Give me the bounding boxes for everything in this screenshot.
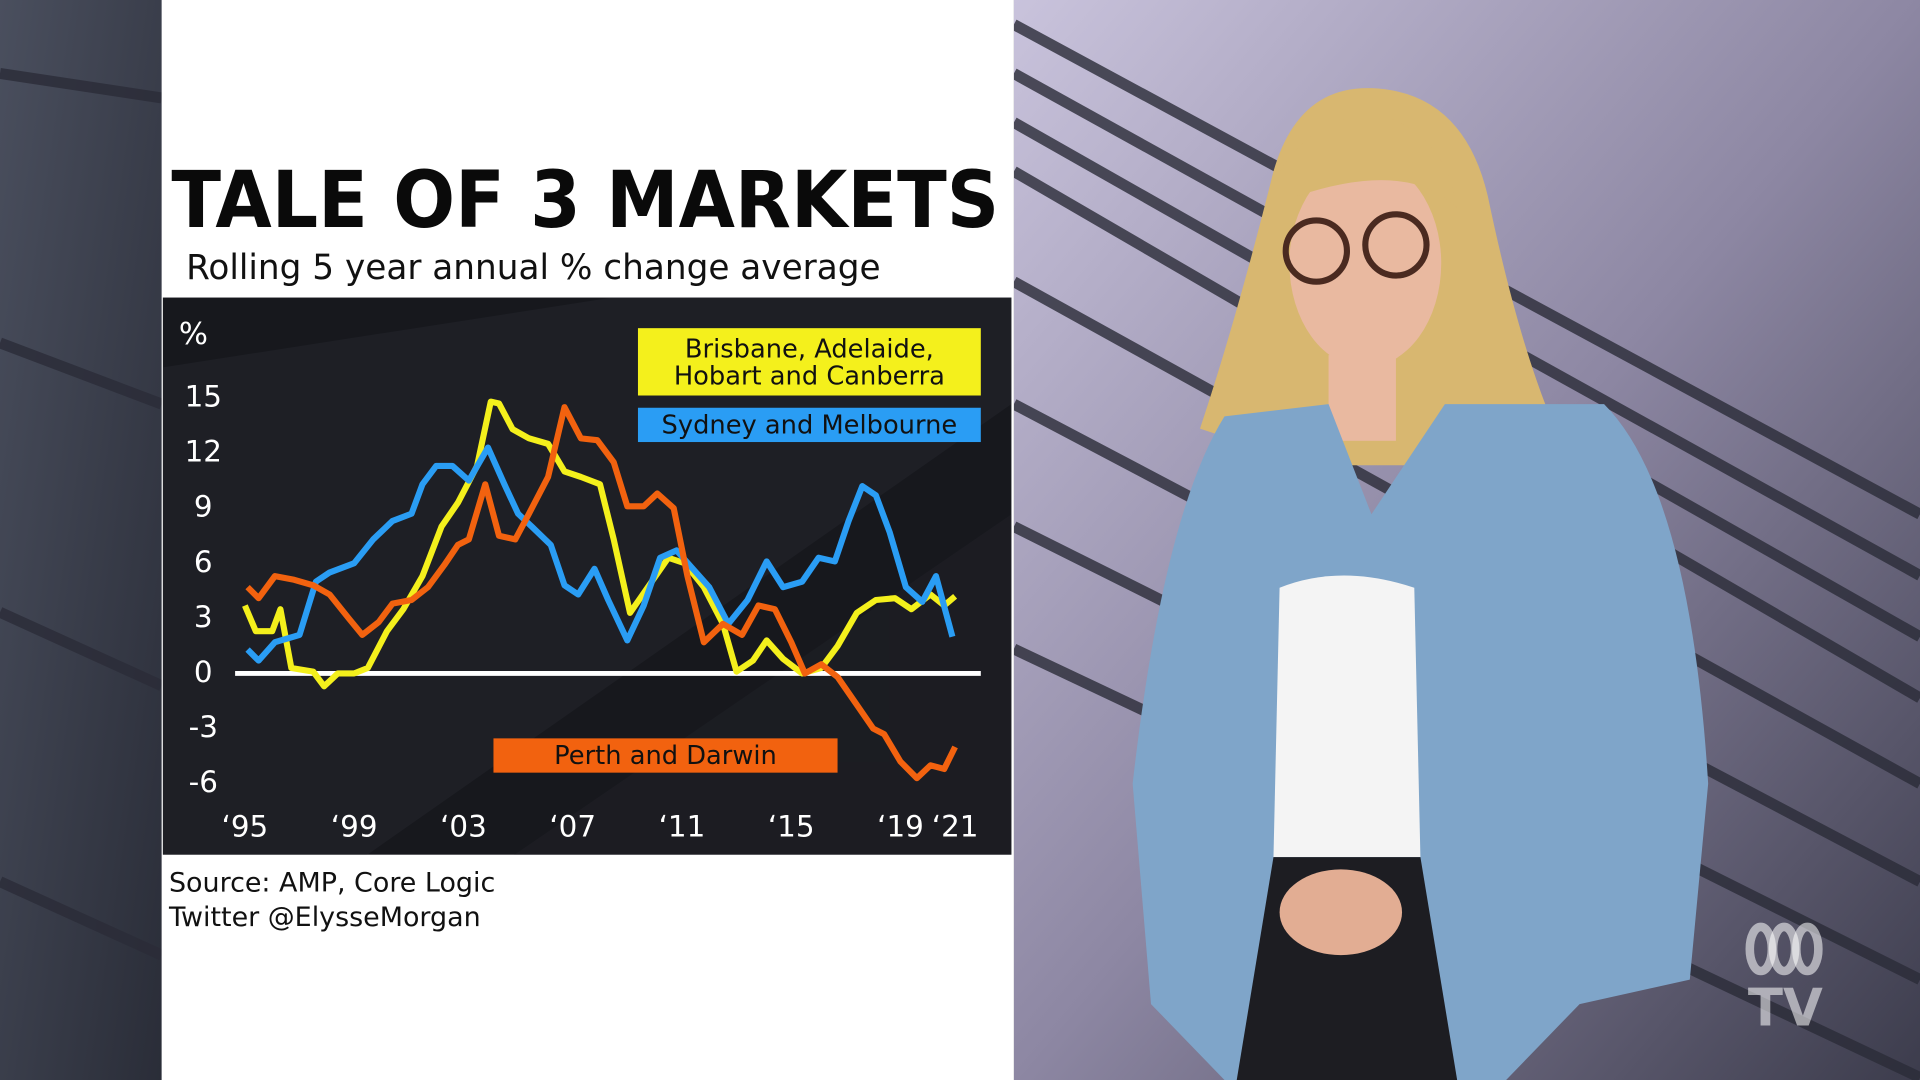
- x-tick-label: ‘15: [768, 809, 815, 843]
- channel-logo-text: TV: [1748, 978, 1823, 1038]
- y-tick-label: 15: [185, 379, 222, 413]
- presenter: [1132, 88, 1709, 1080]
- y-tick-label: 12: [185, 435, 222, 469]
- legend-text: Sydney and Melbourne: [661, 410, 958, 440]
- chart-title: TALE OF 3 MARKETS: [171, 155, 999, 246]
- x-tick-label: ‘21: [932, 809, 979, 843]
- y-tick-label: 0: [194, 655, 213, 689]
- y-tick-label: 6: [194, 545, 213, 579]
- x-tick-label: ‘99: [331, 809, 378, 843]
- x-tick-label: ‘07: [549, 809, 596, 843]
- chart-subtitle: Rolling 5 year annual % change average: [186, 248, 880, 288]
- series-line: [245, 404, 958, 782]
- y-tick-label: 3: [194, 600, 213, 634]
- legend-swatch: [637, 328, 981, 396]
- series-line: [245, 444, 956, 664]
- legend-label: Sydney and Melbourne: [661, 410, 958, 440]
- legend-swatch: [493, 738, 838, 773]
- channel-logo: [1745, 922, 1823, 976]
- x-tick-label: ‘19: [877, 809, 924, 843]
- series-line: [242, 398, 958, 690]
- legend-swatch: [637, 407, 981, 443]
- credit-note: Twitter @ElysseMorgan: [168, 902, 481, 933]
- x-tick-label: ‘03: [440, 809, 487, 843]
- legend-label: Brisbane, Adelaide, Hobart and Canberra: [673, 333, 945, 390]
- x-tick-label: ‘11: [659, 809, 706, 843]
- legend-label: Perth and Darwin: [554, 740, 777, 771]
- source-note: Source: AMP, Core Logic: [169, 868, 495, 899]
- y-axis-label: %: [179, 317, 208, 352]
- x-tick-label: ‘95: [222, 809, 269, 843]
- y-tick-label: 9: [194, 490, 213, 524]
- y-tick-label: -6: [189, 765, 218, 799]
- y-tick-label: -3: [189, 710, 218, 744]
- legend-text: Perth and Darwin: [554, 740, 777, 771]
- background-left: [0, 0, 162, 1080]
- legend-text: Brisbane, Adelaide, Hobart and Canberra: [673, 333, 945, 390]
